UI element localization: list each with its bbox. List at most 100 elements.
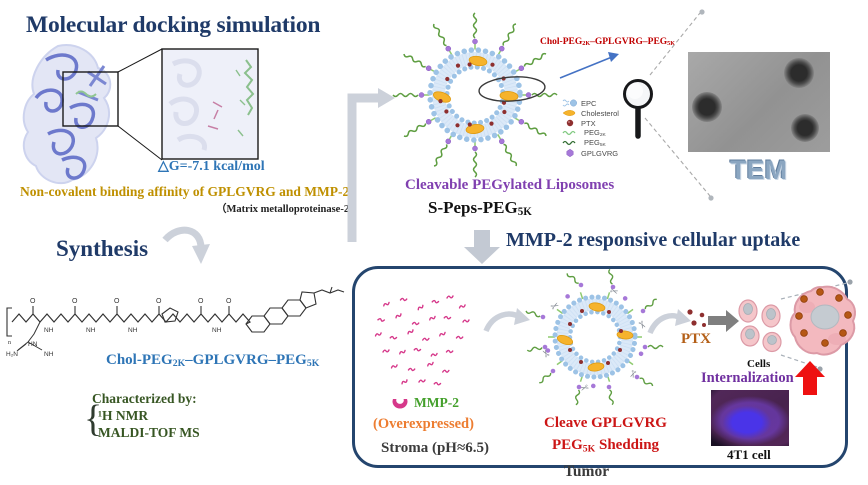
svg-text:NH: NH bbox=[212, 327, 222, 334]
highlight-ellipse bbox=[478, 76, 546, 102]
legend-item-peg2k: PEG2K bbox=[562, 128, 619, 138]
up-red-arrow bbox=[795, 361, 825, 395]
synthesis-curved-arrow bbox=[162, 226, 210, 264]
guanidine-arm bbox=[16, 321, 43, 352]
svg-text:O: O bbox=[72, 298, 78, 305]
magnifier-icon bbox=[623, 79, 653, 139]
mmp2-scatter bbox=[374, 295, 470, 387]
flow-arrow-up-right bbox=[347, 88, 395, 242]
mmp2-label: MMP-2 bbox=[414, 395, 459, 410]
cleaved-liposome: ✂ ✂ ✂ ✂ ✂ ✂ bbox=[525, 268, 664, 406]
svg-text:NH: NH bbox=[86, 327, 96, 334]
peptide-branches bbox=[235, 69, 246, 137]
projection-dashes bbox=[644, 9, 714, 201]
method-nmr: ¹H NMR bbox=[98, 408, 149, 423]
method-maldi: MALDI-TOF MS bbox=[98, 425, 200, 440]
tem-liposome-particle bbox=[784, 58, 814, 88]
svg-text:NH: NH bbox=[44, 351, 54, 358]
s-peps-label: S-Peps-PEG5K bbox=[428, 198, 532, 219]
legend-item-peg5k: PEG5K bbox=[562, 138, 619, 148]
svg-text:NH: NH bbox=[44, 327, 54, 334]
bound-peptide bbox=[75, 90, 97, 98]
brace-icon: { bbox=[84, 398, 103, 440]
curved-arrow-1 bbox=[483, 308, 530, 333]
binding-affinity-caption: Non-covalent binding affinity of GPLGVRG… bbox=[20, 184, 350, 199]
tem-liposome-particle bbox=[692, 92, 722, 122]
svg-text:O: O bbox=[156, 298, 162, 305]
liposome-caption: Cleavable PEGylated Liposomes bbox=[405, 177, 615, 193]
mmp2-enzyme-icon bbox=[392, 399, 408, 409]
ptx-molecules bbox=[568, 309, 623, 365]
shed-peg-chains bbox=[525, 268, 664, 406]
right-block-arrow bbox=[708, 310, 739, 332]
zoom-surface-detail bbox=[168, 58, 208, 151]
uptake-title: MMP-2 responsive cellular uptake bbox=[506, 229, 801, 251]
legend-item-gplgvrg: GPLGVRG bbox=[562, 148, 619, 158]
cleave-line1: Cleave GPLGVRG bbox=[544, 415, 667, 431]
zoom-connector-top bbox=[117, 48, 163, 73]
ptx-molecules bbox=[438, 62, 507, 128]
liposome-diagram bbox=[392, 12, 558, 178]
amide-labels: NH NH NH NH bbox=[44, 327, 222, 334]
ptx-icon bbox=[566, 119, 574, 127]
cleave-line2: PEG5K Shedding bbox=[551, 436, 660, 455]
fluorescence-micrograph bbox=[711, 390, 789, 446]
peg2k-icon bbox=[562, 130, 576, 136]
tem-liposome-particle bbox=[791, 114, 819, 142]
cholesterol-icon bbox=[562, 110, 576, 116]
svg-text:O: O bbox=[226, 298, 232, 305]
svg-text:H₂N: H₂N bbox=[6, 351, 18, 358]
gplgvrg-icon bbox=[566, 148, 574, 158]
svg-text:n: n bbox=[8, 340, 11, 346]
peg5k-icon bbox=[562, 140, 576, 146]
svg-text:HN: HN bbox=[28, 341, 38, 348]
carbonyl-bonds bbox=[32, 306, 230, 314]
tumor-label: Tumor bbox=[564, 463, 610, 480]
backbone bbox=[11, 313, 251, 325]
residue-sticks-pink bbox=[207, 101, 223, 130]
delta-g-value: △G=-7.1 kcal/mol bbox=[158, 159, 265, 174]
protein-surface bbox=[22, 44, 112, 185]
mmp2-full-name: （Matrix metalloproteinase-2） bbox=[216, 204, 360, 215]
released-ptx-dots bbox=[687, 309, 706, 327]
curved-arrow-2 bbox=[647, 309, 691, 335]
svg-text:O: O bbox=[198, 298, 204, 305]
chemical-structure: n O O O O O O NH NH NH NH HN H₂N NH bbox=[6, 286, 345, 358]
zoom-box bbox=[161, 48, 259, 160]
svg-text:O: O bbox=[30, 298, 36, 305]
legend-item-ptx: PTX bbox=[562, 118, 619, 128]
cholesterol-molecules bbox=[433, 55, 519, 135]
svg-text:✂: ✂ bbox=[625, 368, 638, 380]
zoom-region-outline bbox=[62, 71, 119, 127]
cells-cluster bbox=[738, 299, 782, 353]
synthesis-title: Synthesis bbox=[56, 236, 149, 261]
internalized-cell bbox=[789, 285, 856, 356]
stroma-label: Stroma (pH≈6.5) bbox=[381, 440, 489, 456]
cholesterol-rings bbox=[245, 286, 345, 333]
overexpressed-label: (Overexpressed) bbox=[373, 416, 474, 432]
internalized-ptx-dots bbox=[795, 288, 852, 347]
protein-docking-illustration bbox=[22, 44, 259, 185]
zoom-connector-bottom bbox=[117, 125, 163, 161]
legend-item-epc: EPC bbox=[562, 98, 619, 108]
liposome-legend: EPC Cholesterol PTX PEG2K PEG5K GPLGVRG bbox=[562, 98, 619, 158]
svg-text:NH: NH bbox=[128, 327, 138, 334]
docking-title: Molecular docking simulation bbox=[26, 12, 321, 38]
down-block-arrow bbox=[464, 230, 500, 264]
peptide-sticks-green bbox=[243, 59, 255, 116]
product-name: Chol-PEG2K–GPLGVRG–PEG5K bbox=[106, 352, 320, 369]
tem-label: TEM bbox=[730, 155, 787, 185]
cholesterol-molecules bbox=[556, 302, 634, 372]
svg-text:✂: ✂ bbox=[608, 285, 620, 298]
cell-image-label: 4T1 cell bbox=[727, 447, 771, 462]
cells-label: Cells bbox=[747, 358, 771, 370]
legend-item-cholesterol: Cholesterol bbox=[562, 108, 619, 118]
svg-text:✂: ✂ bbox=[578, 380, 590, 393]
tem-micrograph bbox=[688, 52, 830, 152]
attached-beads bbox=[545, 294, 644, 389]
svg-text:O: O bbox=[114, 298, 120, 305]
pointer-arrow-blue bbox=[559, 52, 619, 79]
tumor-box: MMP-2 (Overexpressed) Stroma (pH≈6.5) bbox=[352, 266, 856, 468]
epc-icon bbox=[562, 99, 577, 107]
